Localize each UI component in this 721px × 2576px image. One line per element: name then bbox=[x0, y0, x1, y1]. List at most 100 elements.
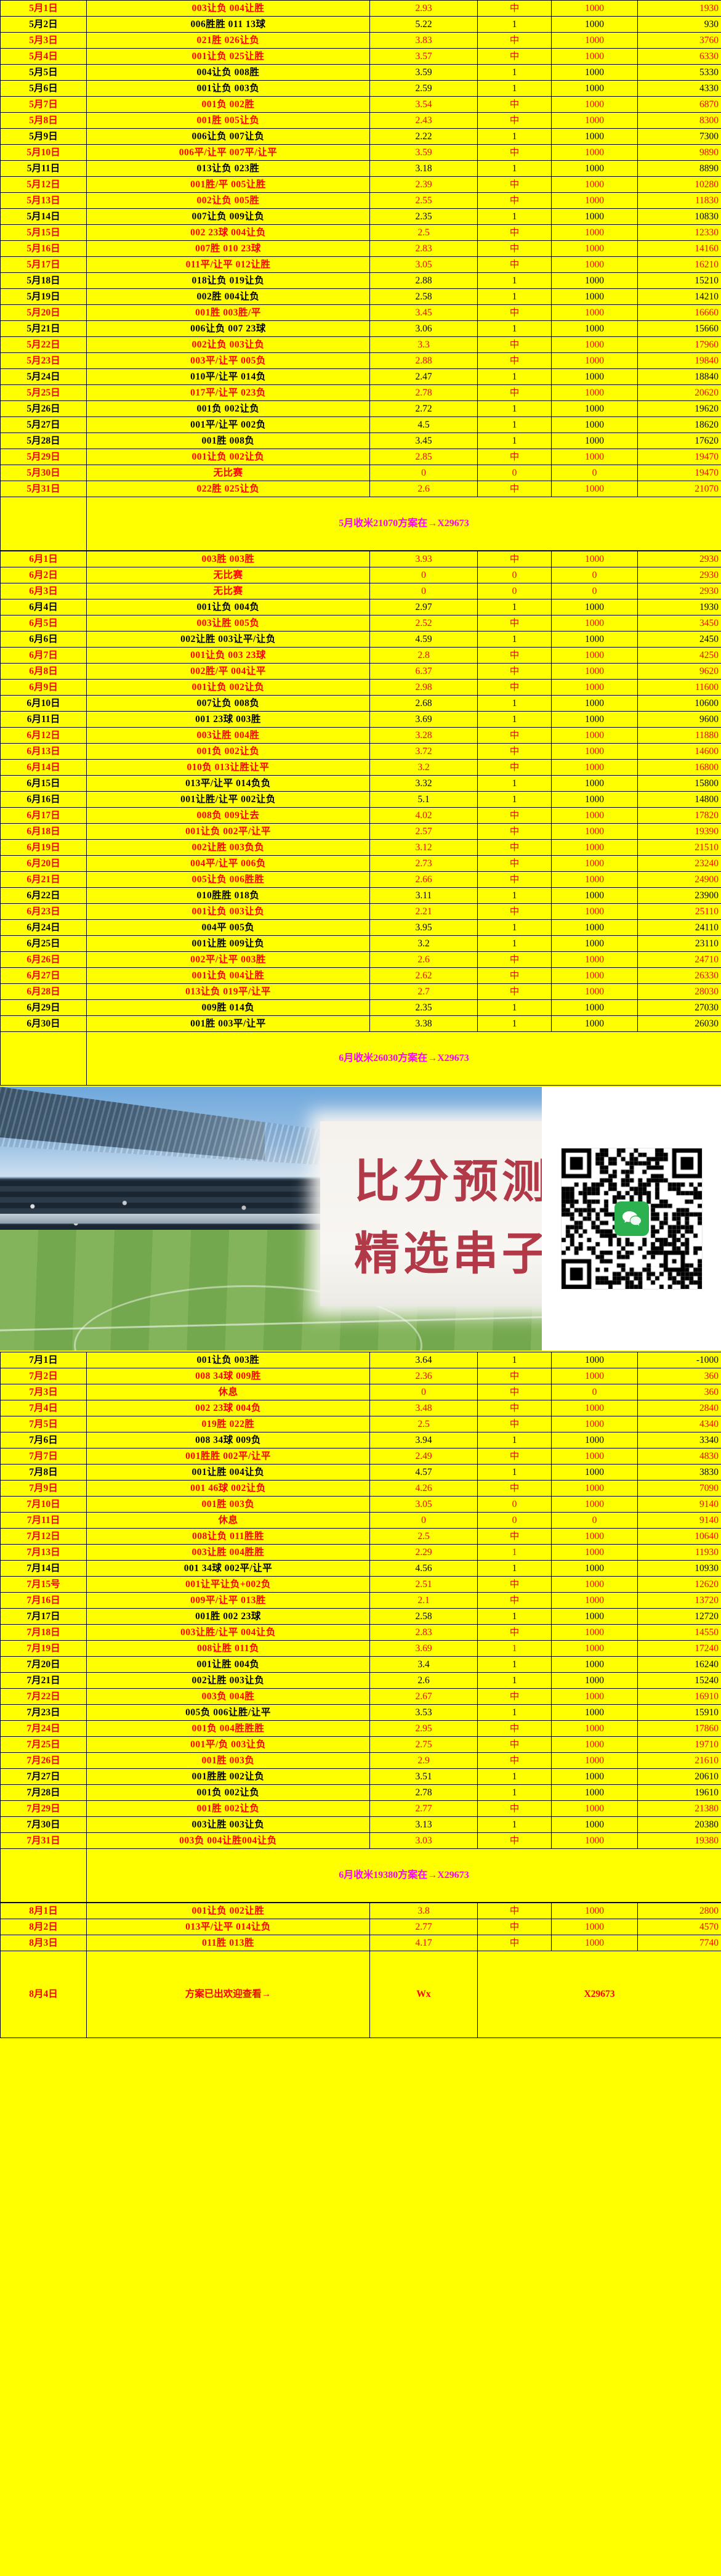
cell-pick: 003让胜 004胜 bbox=[86, 727, 370, 744]
cell-date: 6月25日 bbox=[0, 935, 87, 952]
cell-result: 1 bbox=[477, 631, 552, 648]
promo-wechat-id[interactable]: X29673 bbox=[477, 1951, 721, 2038]
cell-pick: 022胜 025让负 bbox=[86, 481, 370, 497]
cell-date: 6月2日 bbox=[0, 567, 87, 583]
qr-code[interactable] bbox=[560, 1148, 703, 1290]
cell-profit: 10930 bbox=[637, 1560, 721, 1577]
cell-pick: 001让负 002让负 bbox=[86, 449, 370, 465]
table-body-may: 5月1日 003让负 004让胜 2.93 中 1000 1930 5月2日 006胜胜 01… bbox=[0, 0, 721, 551]
cell-odds: 2.93 bbox=[369, 0, 478, 17]
cell-odds: 5.1 bbox=[369, 791, 478, 808]
cell-pick: 001胜/平 005让胜 bbox=[86, 176, 370, 193]
cell-result: 中 bbox=[477, 647, 552, 664]
cell-profit: 4830 bbox=[637, 1448, 721, 1465]
cell-odds: 3.64 bbox=[369, 1352, 478, 1368]
cell-pick: 001 34球 002平/让平 bbox=[86, 1560, 370, 1577]
cell-profit: 5330 bbox=[637, 64, 721, 81]
cell-pick: 019胜 022胜 bbox=[86, 1416, 370, 1432]
table-row: 6月27日 001让负 004让胜 2.62 中 1000 26330 bbox=[0, 967, 721, 984]
cell-stake: 1000 bbox=[551, 1935, 638, 1951]
table-row: 6月20日 004平/让平 006负 2.73 中 1000 23240 bbox=[0, 855, 721, 872]
cell-profit: 13720 bbox=[637, 1592, 721, 1609]
cell-result: 中 bbox=[477, 1592, 552, 1609]
month-summary-text: 6月收米26030方案在→X29673 bbox=[86, 1031, 721, 1086]
cell-odds: 3.83 bbox=[369, 32, 478, 49]
cell-profit: 19390 bbox=[637, 823, 721, 840]
cell-date: 7月18日 bbox=[0, 1624, 87, 1641]
cell-date: 5月30日 bbox=[0, 465, 87, 481]
month-summary-row: 5月收米21070方案在→X29673 bbox=[0, 497, 721, 551]
table-body-july: 7月1日 001让负 003胜 3.64 1 1000 -1000 7月2日 008 34球 … bbox=[0, 1352, 721, 1903]
cell-odds: 2.78 bbox=[369, 1784, 478, 1801]
cell-odds: 4.56 bbox=[369, 1560, 478, 1577]
table-row: 5月26日 001负 002让负 2.72 1 1000 19620 bbox=[0, 400, 721, 417]
table-row: 8月1日 001让负 002让胜 3.8 中 1000 2800 bbox=[0, 1903, 721, 1919]
cell-profit: 9140 bbox=[637, 1512, 721, 1529]
cell-date: 7月16日 bbox=[0, 1592, 87, 1609]
cell-stake: 1000 bbox=[551, 919, 638, 936]
cell-result: 中 bbox=[477, 0, 552, 17]
cell-date: 6月14日 bbox=[0, 759, 87, 776]
cell-profit: 23110 bbox=[637, 935, 721, 952]
cell-stake: 1000 bbox=[551, 1480, 638, 1497]
cell-result: 中 bbox=[477, 983, 552, 1000]
cell-date: 6月5日 bbox=[0, 615, 87, 632]
cell-date: 7月12日 bbox=[0, 1528, 87, 1545]
cell-result: 1 bbox=[477, 711, 552, 728]
cell-date: 6月20日 bbox=[0, 855, 87, 872]
cell-stake: 1000 bbox=[551, 1624, 638, 1641]
table-row: 7月27日 001胜胜 002让负 3.51 1 1000 20610 bbox=[0, 1768, 721, 1785]
cell-odds: 4.57 bbox=[369, 1464, 478, 1481]
cell-result: 0 bbox=[477, 1512, 552, 1529]
cell-pick: 001让负 004负 bbox=[86, 599, 370, 616]
cell-stake: 1000 bbox=[551, 128, 638, 145]
cell-profit: 15210 bbox=[637, 272, 721, 289]
table-row: 5月21日 006让负 007 23球 3.06 1 1000 15660 bbox=[0, 320, 721, 337]
table-row: 5月28日 001胜 008负 3.45 1 1000 17620 bbox=[0, 433, 721, 449]
cell-profit: 15240 bbox=[637, 1672, 721, 1689]
cell-profit: 19470 bbox=[637, 449, 721, 465]
cell-profit: 17240 bbox=[637, 1640, 721, 1657]
cell-profit: 16800 bbox=[637, 759, 721, 776]
cell-date: 7月17日 bbox=[0, 1608, 87, 1625]
cell-odds: 2.68 bbox=[369, 695, 478, 712]
cell-date: 5月10日 bbox=[0, 144, 87, 161]
cell-profit: 17960 bbox=[637, 336, 721, 353]
cell-stake: 1000 bbox=[551, 679, 638, 696]
cell-profit: 8300 bbox=[637, 112, 721, 129]
cell-pick: 001让胜/让平 002让负 bbox=[86, 791, 370, 808]
cell-pick: 008让负 011胜胜 bbox=[86, 1528, 370, 1545]
cell-stake: 1000 bbox=[551, 192, 638, 209]
cell-profit: 19840 bbox=[637, 352, 721, 369]
cell-result: 中 bbox=[477, 96, 552, 113]
cell-profit: 20380 bbox=[637, 1816, 721, 1833]
cell-profit: 7740 bbox=[637, 1935, 721, 1951]
cell-date: 5月16日 bbox=[0, 240, 87, 257]
table-row: 7月31日 003负 004让胜004让负 3.03 中 1000 19380 bbox=[0, 1832, 721, 1849]
cell-stake: 1000 bbox=[551, 336, 638, 353]
cell-profit: 4330 bbox=[637, 80, 721, 97]
cell-date: 5月28日 bbox=[0, 433, 87, 449]
table-row: 5月19日 002胜 004让负 2.58 1 1000 14210 bbox=[0, 288, 721, 305]
cell-profit: 11880 bbox=[637, 727, 721, 744]
cell-stake: 1000 bbox=[551, 416, 638, 433]
cell-pick: 001胜胜 002平/让平 bbox=[86, 1448, 370, 1465]
table-row: 7月17日 001胜 002 23球 2.58 1 1000 12720 bbox=[0, 1608, 721, 1625]
cell-result: 中 bbox=[477, 1720, 552, 1737]
table-row: 6月28日 013让负 019平/让平 2.7 中 1000 28030 bbox=[0, 983, 721, 1000]
cell-result: 中 bbox=[477, 32, 552, 49]
cell-odds: 3.38 bbox=[369, 1015, 478, 1032]
cell-result: 1 bbox=[477, 695, 552, 712]
cell-date: 7月10日 bbox=[0, 1496, 87, 1513]
cell-pick: 010负 013让胜让平 bbox=[86, 759, 370, 776]
cell-odds: 3.59 bbox=[369, 64, 478, 81]
cell-date: 5月17日 bbox=[0, 256, 87, 273]
cell-odds: 3.8 bbox=[369, 1903, 478, 1919]
cell-profit: 6330 bbox=[637, 48, 721, 65]
cell-odds: 2.73 bbox=[369, 855, 478, 872]
cell-result: 中 bbox=[477, 727, 552, 744]
cell-date: 5月15日 bbox=[0, 224, 87, 241]
cell-odds: 3.05 bbox=[369, 1496, 478, 1513]
cell-profit: 25110 bbox=[637, 903, 721, 920]
cell-profit: 17820 bbox=[637, 807, 721, 824]
